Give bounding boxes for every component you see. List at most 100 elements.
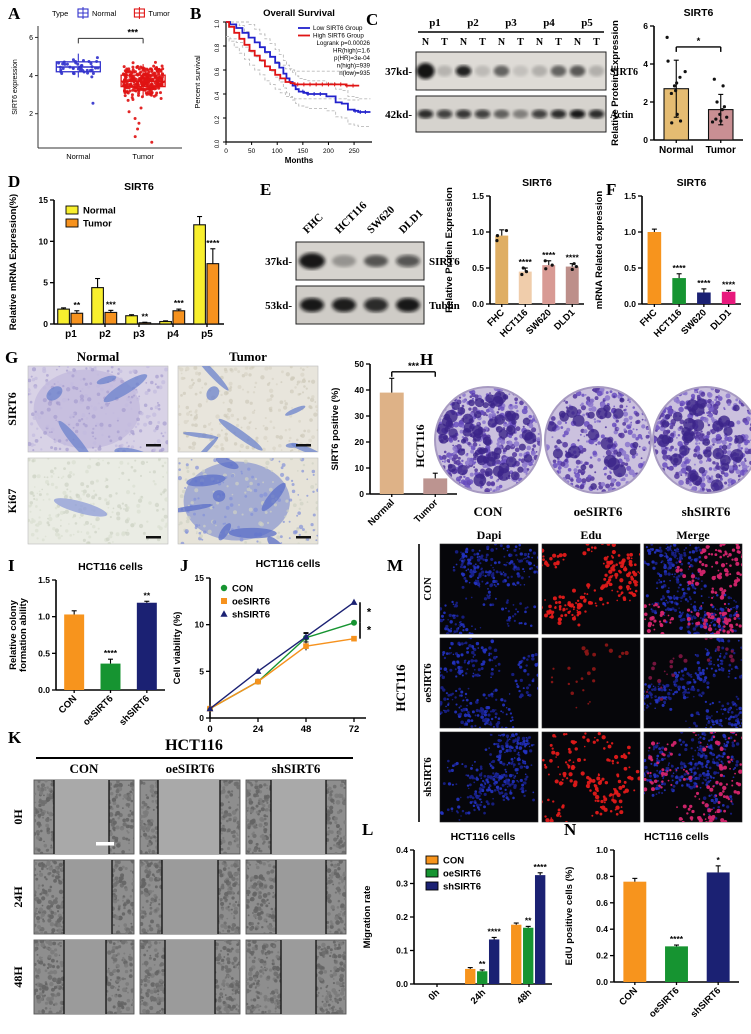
svg-text:CON: CON [232,584,253,595]
k-col-header: CON [70,761,100,776]
svg-text:1.0: 1.0 [624,227,636,237]
svg-text:N: N [536,37,544,48]
svg-text:5: 5 [199,666,204,676]
svg-text:**: ** [144,590,151,600]
panel-A: A 2 4 6 SIRT6 expression Type Normal Tumor Norm… [8,4,190,168]
panel-F: F 0.0 0.5 1.0 1.5 SIRT6 mRNA Related expressi… [594,170,751,350]
svg-text:SW620: SW620 [524,307,554,337]
svg-text:Actin: Actin [610,110,634,121]
k-row-header: 24H [11,886,25,908]
svg-text:*: * [367,625,372,637]
svg-text:HCT116: HCT116 [652,307,684,339]
svg-text:Normal: Normal [83,206,116,217]
svg-text:53kd-: 53kd- [265,300,292,312]
svg-text:****: **** [697,278,711,288]
svg-text:150: 150 [297,148,308,155]
svg-text:SIRT6: SIRT6 [684,7,714,19]
svg-text:0.0: 0.0 [215,139,221,148]
svg-text:N: N [498,37,506,48]
svg-text:6: 6 [29,35,33,42]
svg-text:30: 30 [355,411,365,421]
svg-text:10: 10 [39,236,49,246]
panel-A-label: A [8,4,21,23]
svg-text:SIRT6: SIRT6 [429,256,460,268]
svg-text:Logrank p=0.00026: Logrank p=0.00026 [316,40,370,47]
panel-K: K HCT116 CON oeSIRT6 shSIRT6 0H 24H 48H [8,728,360,1034]
svg-text:DLD1: DLD1 [708,307,734,333]
svg-text:250: 250 [349,148,360,155]
svg-text:50: 50 [355,359,365,369]
g-row-header: Ki67 [5,489,19,514]
panel-F-label: F [606,180,617,199]
svg-text:6: 6 [643,21,648,31]
svg-text:1.0: 1.0 [472,227,484,237]
svg-text:Percent survival: Percent survival [193,55,202,109]
svg-text:SIRT6: SIRT6 [610,67,638,78]
svg-text:****: **** [722,279,736,289]
svg-text:0.0: 0.0 [38,685,50,695]
svg-text:formation ability: formation ability [18,597,29,672]
svg-text:24: 24 [253,724,264,735]
svg-text:n(high)=939: n(high)=939 [337,63,371,70]
svg-text:shSIRT6: shSIRT6 [232,610,270,621]
svg-text:0: 0 [199,713,204,723]
svg-text:Relative Protein Expression: Relative Protein Expression [444,187,455,313]
ihc-image-grid: Normal Tumor SIRT6 Ki67 [5,349,319,545]
svg-text:DLD1: DLD1 [552,307,578,333]
svg-text:Normal: Normal [92,9,117,18]
svg-text:p2: p2 [467,17,479,29]
svg-text:37kd-: 37kd- [385,66,412,78]
svg-text:FHC: FHC [638,307,660,329]
m-row-header: CON [423,577,434,601]
panel-B-label: B [190,4,202,23]
svg-text:****: **** [206,238,220,248]
svg-text:0.5: 0.5 [624,263,636,273]
svg-text:0: 0 [643,135,648,145]
h-condition-label: oeSIRT6 [574,504,623,519]
svg-text:1.5: 1.5 [624,191,636,201]
svg-text:SIRT6: SIRT6 [522,177,552,189]
svg-text:Type: Type [52,9,68,18]
svg-text:p2: p2 [99,329,111,340]
svg-text:***: *** [106,299,117,309]
g-col-header: Normal [77,349,120,364]
panel-C: C p1 p2 p3 p4 p5 N T N T N T N T N T 37kd- SIRT6 42kd- Act… [366,2,751,170]
panel-I: I 0.0 0.5 1.0 1.5 HCT116 cells Relative colon… [8,552,173,742]
svg-text:4: 4 [643,59,648,69]
svg-text:2: 2 [29,111,33,118]
cellline-protein-bar-chart: 0.0 0.5 1.0 1.5 SIRT6 Relative Protein Expres… [444,177,584,340]
svg-text:DLD1: DLD1 [397,207,426,236]
svg-text:0.6: 0.6 [215,67,221,76]
panel-L-label: L [362,820,374,839]
svg-text:Overall Survival: Overall Survival [263,8,335,19]
edu-fluorescence-grid: Dapi Edu Merge HCT116 CON oeSIRT6 shSIRT6 [393,528,743,823]
k-row-header: 0H [11,809,25,825]
panel-K-label: K [8,728,22,747]
svg-text:1.5: 1.5 [38,575,50,585]
m-col-header: Dapi [477,528,502,542]
panel-E-label: E [260,180,272,199]
svg-text:**: ** [142,311,149,321]
svg-text:SIRT6 positive (%): SIRT6 positive (%) [330,388,341,471]
svg-text:p(HR)=3e-04: p(HR)=3e-04 [334,55,370,62]
m-row-header: shSIRT6 [423,757,434,796]
svg-text:Relative Protein Expression: Relative Protein Expression [610,20,621,146]
panel-N: N 0.0 0.2 0.4 0.6 0.8 1.0 HCT116 cells EdU posi… [564,818,751,1034]
svg-text:0.4: 0.4 [215,91,221,100]
m-col-header: Merge [676,528,710,542]
svg-text:****: **** [104,648,118,658]
cellline-mrna-bar-chart: 0.0 0.5 1.0 1.5 SIRT6 mRNA Related expression… [594,177,741,340]
panel-M: M Dapi Edu Merge HCT116 CON oeSIRT6 shSIRT6 [385,528,751,826]
m-col-header: Edu [580,528,602,542]
svg-text:37kd-: 37kd- [265,256,292,268]
panel-J-label: J [180,556,189,575]
svg-text:Months: Months [285,156,314,165]
svg-text:10: 10 [355,463,365,473]
svg-text:High SIRT6 Group: High SIRT6 Group [313,33,364,40]
